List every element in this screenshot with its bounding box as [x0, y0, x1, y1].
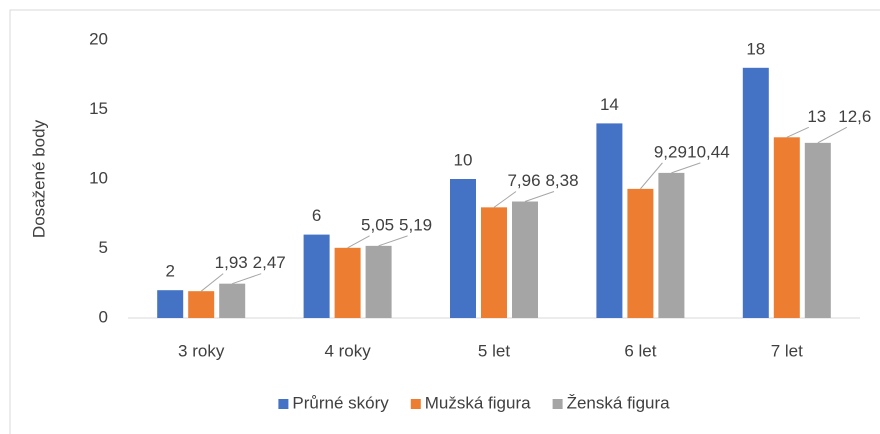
y-axis-label: Dosažené body — [29, 119, 48, 238]
bar — [512, 201, 538, 318]
leader-line — [671, 162, 701, 174]
y-tick-label: 0 — [99, 307, 108, 326]
x-tick-label: 3 roky — [178, 341, 225, 360]
bar — [742, 67, 769, 318]
bar — [188, 291, 215, 318]
leader-line — [200, 273, 224, 292]
leader-line — [493, 191, 517, 208]
legend-swatch — [410, 399, 421, 409]
chart-border — [9, 9, 880, 434]
bar — [658, 172, 685, 318]
y-tick-label: 10 — [89, 168, 108, 187]
data-label: 10,44 — [687, 142, 730, 161]
x-tick-label: 5 let — [478, 341, 510, 360]
leader-line — [524, 191, 555, 202]
leader-line — [232, 273, 262, 285]
bar — [303, 234, 330, 318]
y-tick-label: 5 — [99, 238, 108, 257]
data-label: 2 — [165, 262, 174, 281]
leader-line — [347, 235, 370, 249]
data-label: 7,96 — [507, 171, 540, 190]
data-label: 1,93 — [215, 253, 248, 272]
data-label: 5,19 — [399, 215, 432, 234]
bar — [804, 142, 831, 318]
legend-label: Ženská figura — [567, 393, 671, 412]
bar — [219, 283, 246, 318]
y-tick-label: 15 — [89, 99, 108, 118]
legend-swatch — [552, 399, 563, 409]
data-label: 13 — [807, 107, 826, 126]
data-label: 12,6 — [838, 107, 871, 126]
bar — [157, 290, 184, 318]
leader-line — [786, 126, 810, 138]
y-tick-label: 20 — [89, 29, 108, 48]
data-label: 8,38 — [545, 171, 578, 190]
x-tick-label: 6 let — [624, 341, 656, 360]
data-label: 2,47 — [253, 253, 286, 272]
data-label: 9,29 — [654, 142, 687, 161]
x-tick-label: 7 let — [771, 341, 803, 360]
bar — [450, 179, 476, 318]
legend-label: Průrné skóry — [292, 393, 389, 412]
data-label: 6 — [312, 206, 321, 225]
leader-line — [817, 126, 848, 144]
bar — [627, 188, 654, 318]
bar — [596, 123, 623, 319]
leader-line — [378, 235, 408, 247]
legend-label: Mužská figura — [425, 393, 531, 412]
data-label: 10 — [454, 150, 473, 169]
data-label: 18 — [746, 39, 765, 58]
bar — [365, 245, 392, 318]
bar — [481, 207, 507, 318]
data-label: 14 — [600, 95, 619, 114]
x-tick-label: 4 roky — [324, 341, 371, 360]
leader-line — [640, 162, 663, 190]
bar — [334, 247, 361, 318]
data-label: 5,05 — [361, 215, 394, 234]
bar — [773, 137, 800, 318]
legend-swatch — [278, 399, 289, 409]
